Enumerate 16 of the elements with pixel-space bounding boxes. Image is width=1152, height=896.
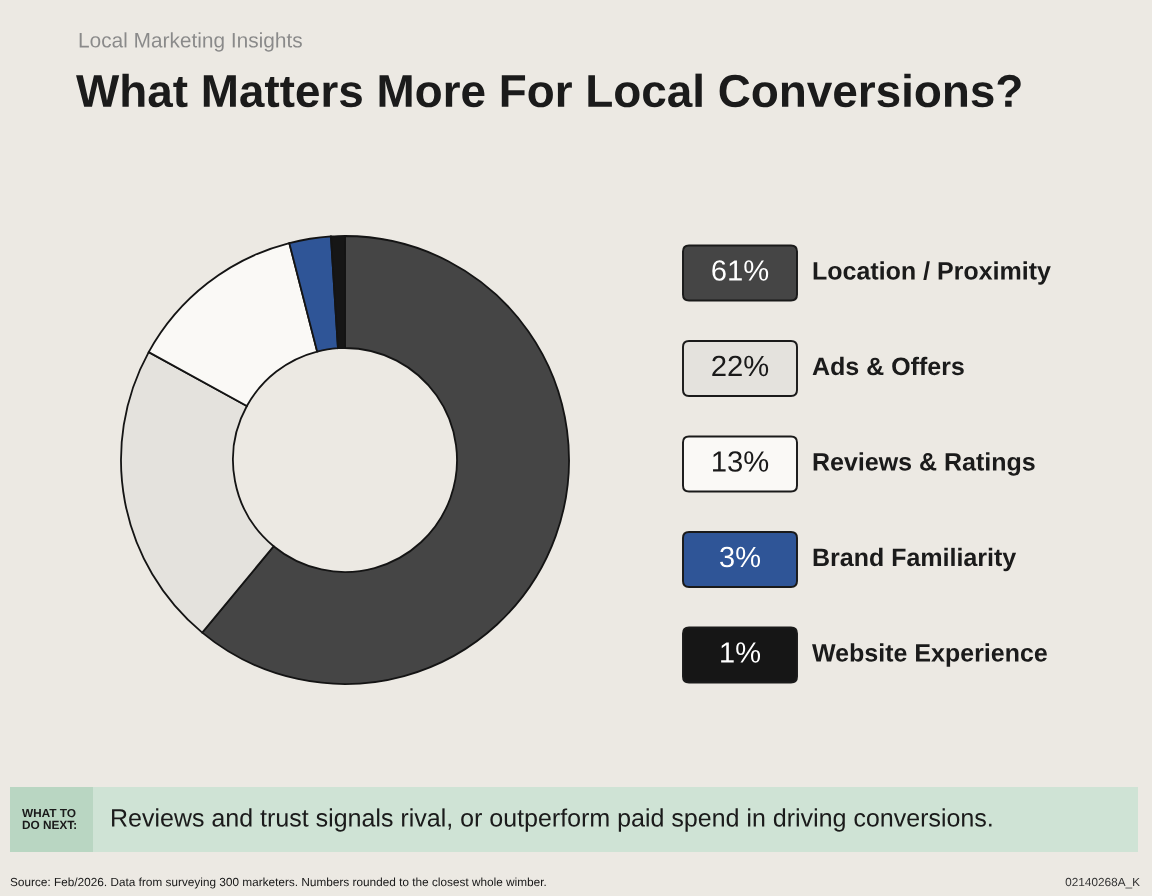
text: 02140268A_K (1065, 877, 1140, 889)
legend-label: Website Experience (812, 643, 1047, 667)
chart-title: What Matters More For Local Conversions? (76, 73, 1021, 108)
source-note: Source: Feb/2026. Data from surveying 300 marketers. Numbers rounded to the closest whole wimber. (10, 877, 546, 889)
legend-label: Reviews & Ratings (813, 452, 1035, 476)
legend-label: Brand Familiarity (813, 547, 1017, 572)
data-label: 1% (721, 642, 761, 663)
data-label: 13% (713, 451, 769, 472)
data-label: 61% (712, 260, 769, 281)
legend-label: Location / Proximity (813, 261, 1051, 285)
legend-label: Ads & Offers (812, 356, 964, 376)
text: WHAT TO DO NEXT: (22, 808, 76, 830)
data-label: 22% (712, 355, 769, 377)
chart-subtitle: Local Marketing Insights (79, 32, 302, 52)
data-label: 3% (720, 546, 761, 568)
text: Reviews and trust signals rival, or outperform paid spend in driving conversions. (112, 808, 992, 832)
